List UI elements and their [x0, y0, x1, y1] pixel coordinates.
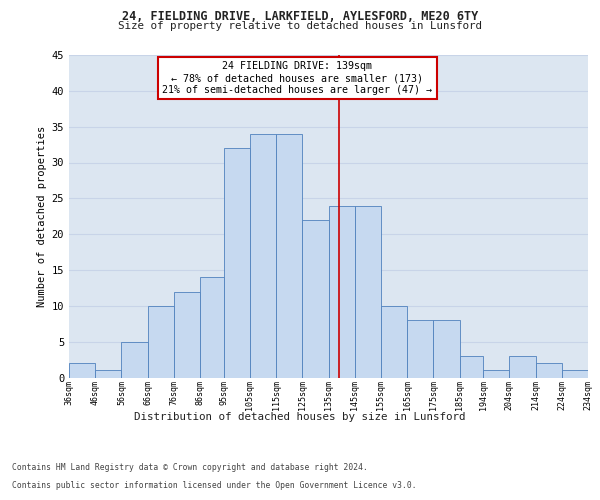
Bar [302, 220, 329, 378]
Bar [433, 320, 460, 378]
Bar [355, 206, 381, 378]
Bar [407, 320, 433, 378]
Text: 24, FIELDING DRIVE, LARKFIELD, AYLESFORD, ME20 6TY: 24, FIELDING DRIVE, LARKFIELD, AYLESFORD… [122, 10, 478, 23]
Bar [200, 277, 224, 378]
Bar [276, 134, 302, 378]
Bar [250, 134, 276, 378]
Text: Size of property relative to detached houses in Lunsford: Size of property relative to detached ho… [118, 21, 482, 31]
Y-axis label: Number of detached properties: Number of detached properties [37, 126, 47, 307]
Bar [460, 356, 483, 378]
Bar [536, 363, 562, 378]
Text: Contains public sector information licensed under the Open Government Licence v3: Contains public sector information licen… [12, 481, 416, 490]
Text: Contains HM Land Registry data © Crown copyright and database right 2024.: Contains HM Land Registry data © Crown c… [12, 464, 368, 472]
Bar [95, 370, 121, 378]
Text: 24 FIELDING DRIVE: 139sqm
← 78% of detached houses are smaller (173)
21% of semi: 24 FIELDING DRIVE: 139sqm ← 78% of detac… [163, 62, 433, 94]
Bar [148, 306, 174, 378]
Bar [69, 363, 95, 378]
Bar [562, 370, 588, 378]
Bar [381, 306, 407, 378]
Bar [509, 356, 536, 378]
Bar [224, 148, 250, 378]
Bar [483, 370, 509, 378]
Bar [121, 342, 148, 378]
Bar [329, 206, 355, 378]
Text: Distribution of detached houses by size in Lunsford: Distribution of detached houses by size … [134, 412, 466, 422]
Bar [174, 292, 200, 378]
